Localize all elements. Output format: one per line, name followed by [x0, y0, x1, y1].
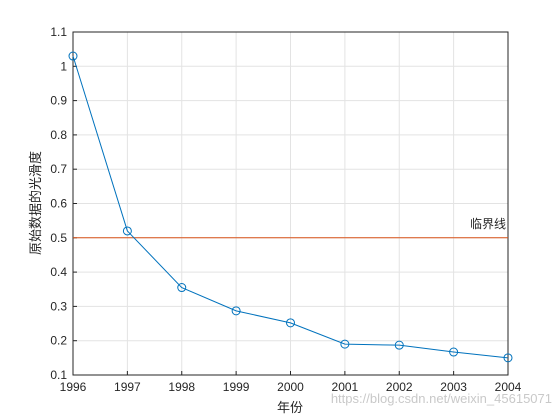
data-point-marker	[231, 306, 241, 316]
grid	[72, 31, 509, 376]
data-point-marker	[286, 318, 295, 328]
y-tick-label: 0.1	[50, 368, 67, 382]
x-tick-label: 1996	[60, 380, 87, 394]
data-point-marker	[503, 353, 513, 363]
data-point-marker	[449, 347, 459, 357]
y-tick-label: 0.2	[50, 334, 67, 348]
y-tick-label: 0.9	[50, 94, 67, 108]
data-point-marker	[177, 283, 187, 293]
tick-labels: 1996 1997 1998 1999 2000 2001 2002 2003 2004 0.1 0…	[50, 25, 521, 394]
axes-frame	[72, 31, 509, 376]
series-line	[72, 55, 509, 359]
x-axis-label: 年份	[277, 401, 303, 416]
series-group	[68, 51, 513, 363]
y-tick-label: 0.8	[50, 128, 67, 142]
data-point-marker	[122, 226, 132, 236]
x-tick-label: 2000	[277, 380, 304, 394]
x-tick-label: 2001	[332, 380, 359, 394]
watermark: https://blog.csdn.net/weixin_45615071	[331, 391, 552, 406]
reference-line-label: 临界线	[470, 217, 506, 231]
reference-line-group: 临界线	[73, 217, 508, 239]
y-tick-label: 1	[60, 59, 67, 73]
x-tick-label: 1998	[168, 380, 195, 394]
y-tick-label: 0.7	[50, 162, 67, 176]
x-tick-label: 2003	[440, 380, 467, 394]
data-point-marker	[68, 51, 78, 61]
y-tick-label: 0.5	[50, 231, 67, 245]
y-axis-label: 原始数据的光滑度	[28, 151, 44, 255]
y-tick-label: 0.6	[50, 197, 67, 211]
y-tick-label: 0.3	[50, 299, 67, 313]
data-point-marker	[394, 340, 404, 350]
x-tick-label: 1997	[114, 380, 141, 394]
x-tick-label: 1999	[223, 380, 250, 394]
y-tick-label: 1.1	[50, 25, 67, 39]
x-tick-label: 2002	[386, 380, 413, 394]
data-point-marker	[340, 339, 350, 349]
x-tick-label: 2004	[495, 380, 522, 394]
y-tick-label: 0.4	[50, 265, 67, 279]
